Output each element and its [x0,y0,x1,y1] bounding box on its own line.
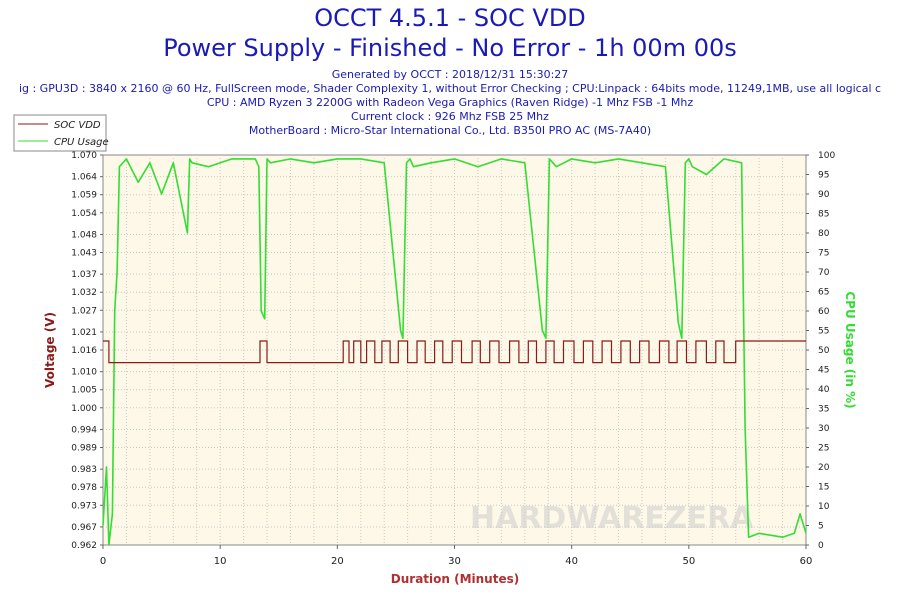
x-axis-label: Duration (Minutes) [391,572,519,586]
x-tick-label: 10 [214,556,227,567]
y2-tick-label: 15 [818,483,829,493]
y2-tick-label: 35 [818,405,829,415]
chart-title: OCCT 4.5.1 - SOC VDD [314,4,586,32]
y2-tick-label: 70 [818,268,830,278]
y2-tick-label: 30 [818,424,830,434]
y2-tick-label: 85 [818,210,829,220]
y-tick-label: 1.043 [71,249,97,259]
y-tick-label: 1.027 [71,306,97,316]
y2-tick-label: 90 [818,190,830,200]
y-tick-label: 1.010 [71,368,97,378]
info-generated: Generated by OCCT : 2018/12/31 15:30:27 [331,68,569,81]
y-tick-label: 0.973 [71,501,97,511]
legend-label-cpu-usage: CPU Usage [54,137,109,148]
y-tick-label: 1.000 [71,404,97,414]
y-tick-label: 1.070 [71,151,97,161]
y-tick-label: 1.054 [71,209,97,219]
y-axis-label: Voltage (V) [43,312,57,388]
y-tick-label: 1.021 [71,328,97,338]
watermark-text: HARDWAREZERA [470,501,754,536]
x-tick-label: 60 [800,556,813,567]
cpu-usage-line [102,158,807,546]
y2-tick-label: 10 [818,502,830,512]
y-tick-label: 1.005 [71,386,97,396]
x-tick-label: 40 [565,556,578,567]
y-tick-label: 0.983 [71,465,97,475]
y2-tick-label: 20 [818,463,830,473]
y2-tick-label: 5 [818,522,824,532]
y2-tick-label: 80 [818,229,830,239]
cpu-usage-series [102,158,807,546]
y-tick-label: 1.032 [71,288,97,298]
y2-tick-label: 55 [818,327,829,337]
info-cpu: CPU : AMD Ryzen 3 2200G with Radeon Vega… [206,96,694,109]
y-tick-label: 1.048 [71,230,97,240]
y2-tick-label: 50 [818,346,830,356]
y2-tick-label: 100 [818,151,835,161]
info-clock: Current clock : 926 Mhz FSB 25 Mhz [351,110,549,123]
y-tick-label: 0.967 [71,523,97,533]
y-tick-label: 1.016 [71,346,97,356]
y2-tick-label: 75 [818,249,829,259]
soc-vdd-line [103,340,806,364]
y-tick-label: 0.978 [71,483,97,493]
y2-tick-label: 0 [818,541,824,551]
y2-tick-label: 40 [818,385,830,395]
info-config: ig : GPU3D : 3840 x 2160 @ 60 Hz, FullSc… [18,82,882,95]
y-tick-label: 0.994 [71,425,97,435]
y2-tick-label: 65 [818,288,829,298]
y-tick-label: 1.064 [71,173,97,183]
legend-box [13,114,107,152]
info-motherboard: MotherBoard : Micro-Star International C… [248,124,652,137]
soc-vdd-series [103,340,806,364]
y-tick-label: 0.962 [71,541,97,551]
x-tick-label: 20 [331,556,344,567]
y2-tick-label: 45 [818,366,829,376]
y-tick-label: 1.059 [71,191,97,201]
y-tick-label: 1.037 [71,270,97,280]
x-tick-label: 0 [100,556,106,567]
y2-tick-label: 60 [818,307,830,317]
y2-tick-label: 25 [818,444,829,454]
chart-subtitle: Power Supply - Finished - No Error - 1h … [163,34,737,62]
y2-axis-label: CPU Usage (in %) [843,291,857,408]
y2-tick-label: 95 [818,171,829,181]
x-tick-label: 50 [682,556,695,567]
legend: SOC VDD CPU Usage [13,114,109,152]
x-tick-label: 30 [448,556,461,567]
legend-label-soc-vdd: SOC VDD [54,120,101,131]
axes: 0.962 0.967 0.973 0.978 0.983 0.989 0.994 1.000… [71,151,835,567]
y-tick-label: 0.989 [71,444,97,454]
